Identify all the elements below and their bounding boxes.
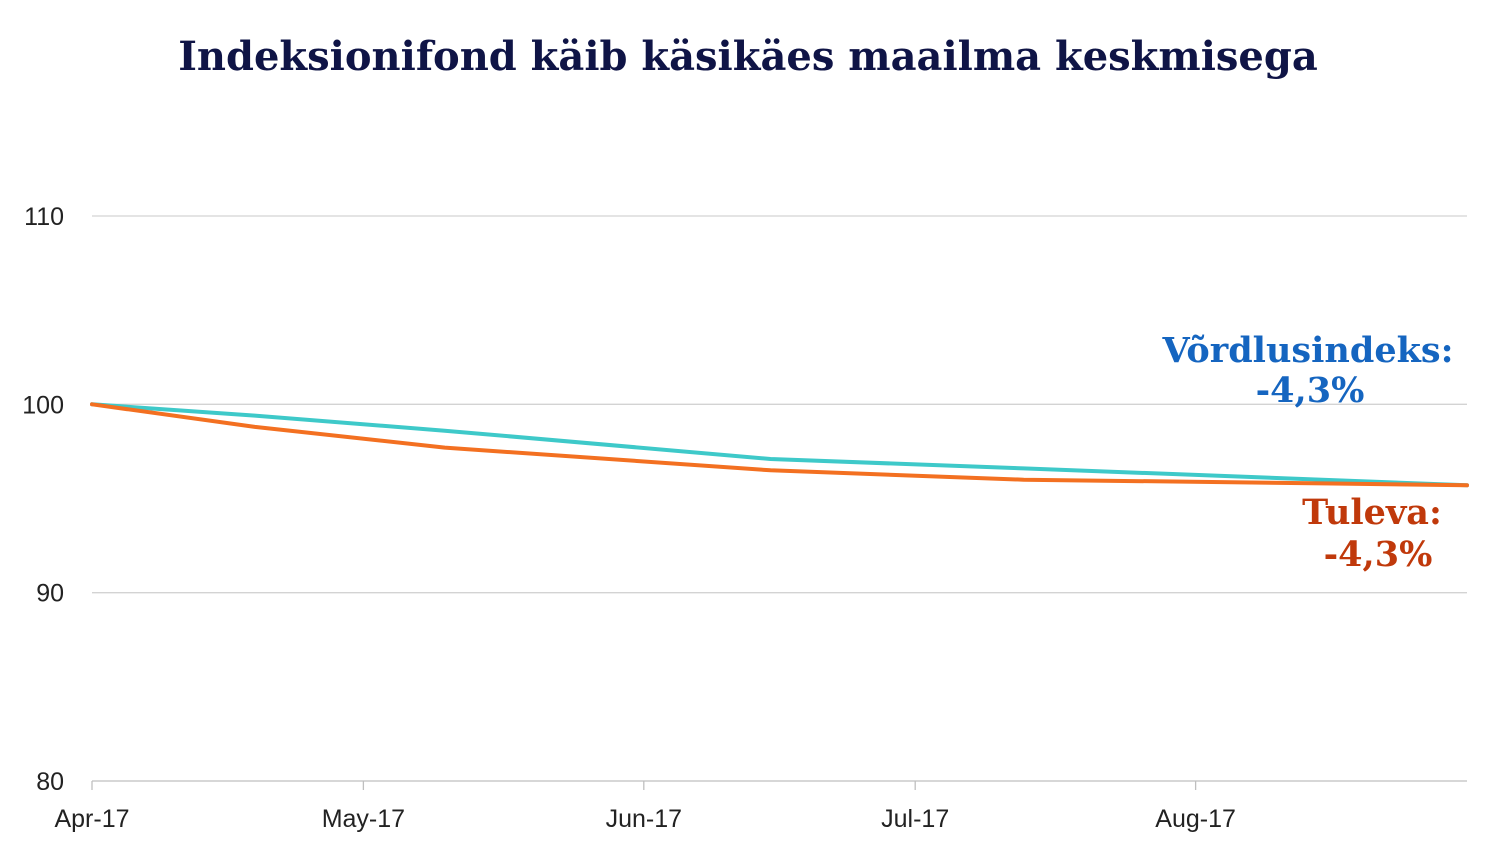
series-label-tuleva-value: -4,3% (1324, 534, 1433, 575)
series-line-vordlusindeks (90, 402, 1469, 488)
y-tick-110: 110 (24, 203, 64, 231)
series-line-tuleva (90, 402, 1469, 488)
x-axis: Apr-17 May-17 Jun-17 Jul-17 Aug-17 (54, 780, 1467, 833)
chart-title: Indeksionifond käib käsikäes maailma kes… (178, 33, 1318, 80)
series-lines (90, 402, 1469, 488)
series-label-vordlusindeks-name: Võrdlusindeks: (1161, 330, 1453, 371)
x-tick-jun-17: Jun-17 (606, 805, 682, 833)
x-tick-apr-17: Apr-17 (54, 805, 129, 833)
series-labels: Võrdlusindeks: -4,3% Tuleva: -4,3% (1161, 330, 1453, 575)
y-tick-80: 80 (36, 768, 64, 796)
y-tick-90: 90 (36, 580, 64, 608)
x-tick-jul-17: Jul-17 (881, 805, 949, 833)
x-tick-may-17: May-17 (322, 805, 405, 833)
series-label-vordlusindeks-value: -4,3% (1256, 370, 1365, 411)
y-tick-100: 100 (22, 391, 64, 419)
series-label-tuleva-name: Tuleva: (1302, 492, 1442, 533)
gridlines (92, 215, 1467, 594)
x-tick-aug-17: Aug-17 (1155, 805, 1236, 833)
y-axis: 80 90 100 110 (22, 203, 64, 796)
